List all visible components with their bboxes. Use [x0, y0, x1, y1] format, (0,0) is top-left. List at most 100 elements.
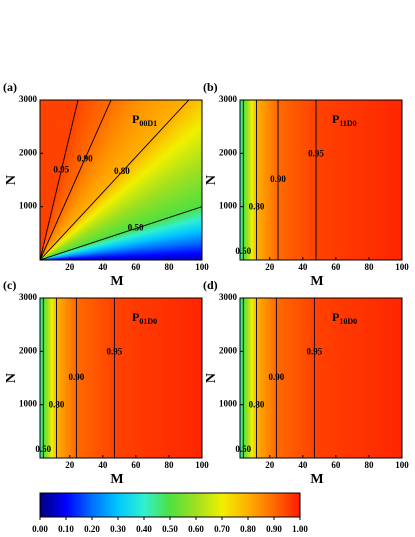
heat-strip [324, 298, 327, 458]
panel-label: (a) [3, 80, 17, 94]
colorbar-tick-label: 0.90 [266, 524, 282, 534]
heat-strip [158, 298, 161, 458]
contour-label: 0.50 [235, 246, 251, 256]
x-tick-label: 40 [98, 460, 108, 470]
x-tick-label: 60 [131, 460, 141, 470]
heat-strip [283, 298, 286, 458]
heat-strip [364, 100, 367, 260]
y-tick-label: 1000 [19, 201, 38, 211]
heat-strip [335, 100, 338, 260]
heat-strip [367, 100, 371, 260]
heat-strip [286, 100, 290, 260]
heat-strip [325, 298, 328, 458]
contour-label: 0.90 [68, 372, 84, 382]
heat-strip [332, 100, 335, 260]
heat-strip [337, 298, 340, 458]
x-tick-label: 40 [298, 460, 308, 470]
heat-strip [54, 298, 57, 458]
heat-strip [249, 298, 252, 458]
heat-strip [156, 298, 159, 458]
heat-strip [130, 298, 133, 458]
heat-strip [346, 100, 350, 260]
heat-strip [400, 298, 402, 458]
heat-strip [64, 298, 67, 458]
heat-strip [62, 298, 65, 458]
contour-label: 0.90 [270, 174, 286, 184]
heat-strip [321, 100, 324, 260]
title-sub: 01D0 [139, 317, 157, 326]
heat-strip [189, 298, 192, 458]
heat-strip [385, 100, 388, 260]
heat-strip [122, 298, 125, 458]
heat-strip [363, 100, 366, 260]
heat-strip [295, 298, 298, 458]
contour-label: 0.90 [77, 153, 93, 163]
heat-strip [167, 298, 171, 458]
panel-title: P00D1 [132, 112, 157, 128]
heat-strip [256, 298, 259, 458]
heat-strip [103, 298, 106, 458]
contour-label: 0.50 [128, 223, 144, 233]
heat-strip [351, 100, 354, 260]
heat-strip [387, 298, 390, 458]
heat-strip [395, 100, 398, 260]
y-tick-label: 2000 [219, 147, 238, 157]
x-tick-label: 80 [364, 460, 374, 470]
heat-strip [393, 100, 397, 260]
heat-strip [163, 298, 166, 458]
heat-strip [374, 298, 377, 458]
heat-strip [169, 298, 172, 458]
x-tick-label: 100 [195, 460, 209, 470]
heat-strip [70, 298, 73, 458]
heat-strip [343, 298, 346, 458]
heat-strip [182, 298, 185, 458]
heat-strip [172, 298, 175, 458]
heat-strip [269, 100, 272, 260]
heat-strip [361, 100, 364, 260]
heat-strip [293, 298, 296, 458]
heat-strip [350, 298, 353, 458]
heat-strip [56, 298, 59, 458]
heat-strip [338, 298, 341, 458]
y-tick-label: 1000 [219, 201, 238, 211]
contour-line [40, 100, 190, 260]
heat-strip [319, 298, 322, 458]
heat-strip [337, 100, 340, 260]
plot-frame [39, 297, 203, 459]
heat-strip [90, 298, 93, 458]
heat-strip [369, 298, 372, 458]
contour-label: 0.50 [35, 444, 51, 454]
heat-strip [93, 298, 96, 458]
contour-label: 0.95 [107, 346, 123, 356]
heat-strip [366, 100, 369, 260]
heat-strip [95, 298, 98, 458]
heat-strip [114, 298, 117, 458]
heat-strip [325, 100, 328, 260]
heat-strip [397, 298, 400, 458]
heat-strip [345, 100, 348, 260]
plot-frame [239, 297, 403, 459]
heat-strip [298, 298, 301, 458]
heat-strip [299, 100, 303, 260]
heat-strip [41, 298, 44, 458]
heat-strip [316, 298, 319, 458]
heat-strip [44, 298, 47, 458]
heat-strip [86, 298, 90, 458]
heat-strip [185, 298, 188, 458]
heat-strip [241, 100, 244, 260]
colorbar-tick-label: 0.80 [240, 524, 256, 534]
heat-strip [359, 100, 362, 260]
heat-strip [127, 298, 130, 458]
heat-strip [143, 298, 146, 458]
heat-strip [367, 298, 371, 458]
heat-strip [304, 298, 307, 458]
heat-strip [49, 298, 52, 458]
heat-strip [355, 100, 358, 260]
title-main: P [132, 112, 139, 126]
heat-strip [329, 100, 332, 260]
heat-strip [348, 298, 351, 458]
heat-strip [340, 100, 343, 260]
heat-strip [377, 100, 380, 260]
heat-strip [306, 298, 309, 458]
heat-strip [164, 298, 167, 458]
